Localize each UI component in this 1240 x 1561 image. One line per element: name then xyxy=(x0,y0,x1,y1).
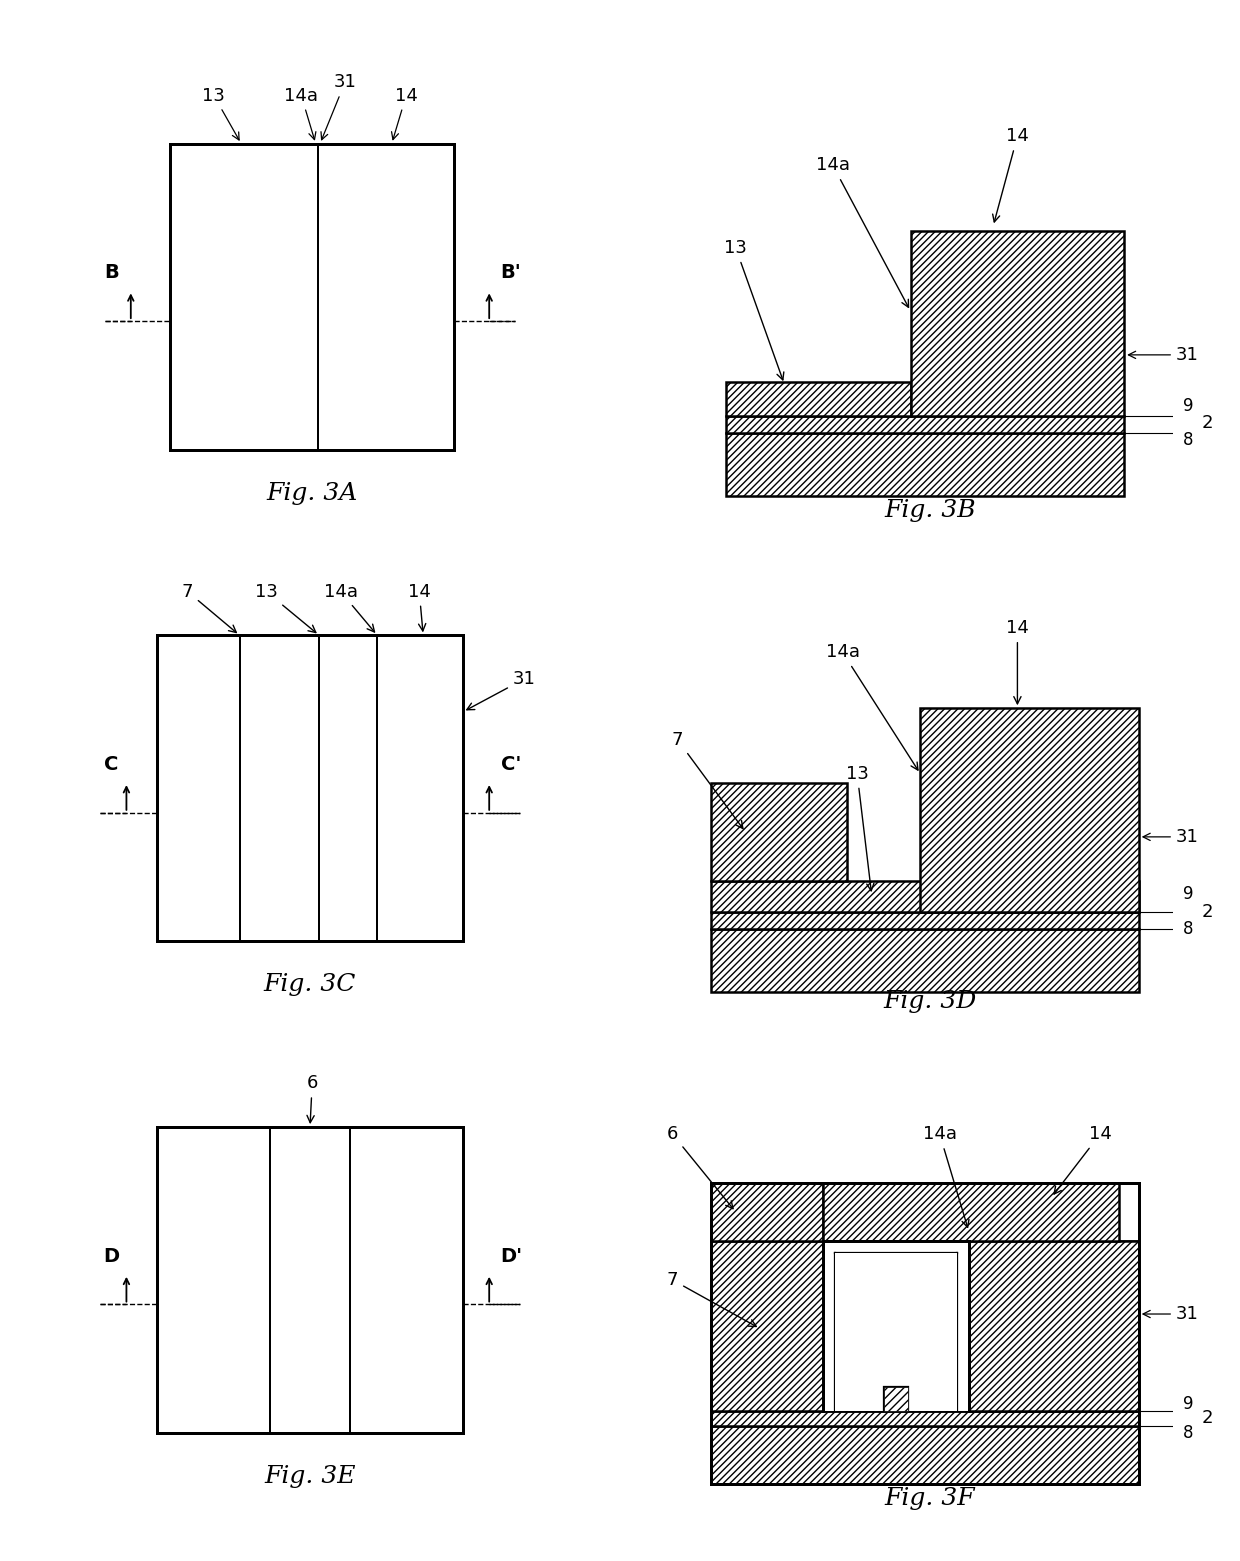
Text: Fig. 3A: Fig. 3A xyxy=(267,482,358,504)
Text: 9: 9 xyxy=(1183,885,1193,904)
Bar xyxy=(823,1241,968,1411)
Text: 13: 13 xyxy=(846,765,874,891)
Bar xyxy=(712,1183,823,1241)
Text: Fig. 3B: Fig. 3B xyxy=(884,500,976,521)
Text: 9: 9 xyxy=(1183,1396,1193,1413)
Text: C: C xyxy=(104,756,118,774)
Bar xyxy=(823,1183,1120,1241)
Bar xyxy=(727,381,910,415)
Text: Fig. 3D: Fig. 3D xyxy=(883,991,977,1013)
Bar xyxy=(712,1241,1138,1411)
Text: 8: 8 xyxy=(1183,919,1193,938)
Text: 13: 13 xyxy=(861,1257,897,1374)
Text: C': C' xyxy=(501,756,521,774)
Bar xyxy=(712,1425,1138,1485)
Text: Fig. 3F: Fig. 3F xyxy=(884,1488,976,1509)
Bar xyxy=(157,1127,463,1433)
Text: 2: 2 xyxy=(1202,414,1214,432)
Text: 31: 31 xyxy=(1143,1305,1199,1324)
Text: 14a: 14a xyxy=(284,86,319,139)
Text: 6: 6 xyxy=(667,1125,733,1208)
Text: Fig. 3E: Fig. 3E xyxy=(264,1466,356,1488)
Bar xyxy=(157,635,463,941)
Text: 6: 6 xyxy=(306,1074,317,1122)
Bar xyxy=(727,415,1125,432)
Bar xyxy=(712,1411,1138,1425)
Text: 14: 14 xyxy=(1054,1125,1111,1194)
Bar xyxy=(920,709,1138,912)
Text: 13: 13 xyxy=(724,239,784,379)
Text: 9: 9 xyxy=(1183,396,1193,415)
Bar xyxy=(910,231,1125,415)
Text: 8: 8 xyxy=(1183,1424,1193,1442)
Text: 14: 14 xyxy=(993,128,1029,222)
Text: 14a: 14a xyxy=(923,1125,968,1227)
Bar xyxy=(968,1241,1138,1411)
Text: D: D xyxy=(103,1247,119,1266)
Text: 7: 7 xyxy=(667,1271,756,1327)
Bar xyxy=(712,880,1138,912)
Text: B: B xyxy=(104,264,119,283)
Bar xyxy=(836,1253,957,1411)
Text: 8: 8 xyxy=(1183,431,1193,450)
Text: 31: 31 xyxy=(1143,827,1199,846)
Text: 14: 14 xyxy=(1006,620,1029,704)
Bar xyxy=(884,1386,908,1411)
Text: 7: 7 xyxy=(182,582,237,632)
Bar xyxy=(712,784,847,880)
Bar xyxy=(884,1386,908,1411)
Bar xyxy=(170,144,454,450)
Text: 14: 14 xyxy=(408,582,430,631)
Bar xyxy=(712,929,1138,993)
Text: 31: 31 xyxy=(466,670,536,710)
Text: 14a: 14a xyxy=(826,643,918,770)
Text: 13: 13 xyxy=(202,86,239,140)
Text: 14a: 14a xyxy=(324,582,374,632)
Text: Fig. 3C: Fig. 3C xyxy=(264,974,356,996)
Text: 7: 7 xyxy=(672,731,743,829)
Text: D': D' xyxy=(500,1247,522,1266)
Text: 13: 13 xyxy=(255,582,316,632)
Text: 2: 2 xyxy=(1202,904,1214,921)
Bar xyxy=(712,912,1138,929)
Text: 31: 31 xyxy=(1128,347,1199,364)
Text: B': B' xyxy=(501,264,522,283)
Text: 14: 14 xyxy=(392,86,418,139)
Bar xyxy=(727,432,1125,496)
Text: 2: 2 xyxy=(1202,1410,1214,1427)
Text: 31: 31 xyxy=(321,73,356,140)
Text: 14a: 14a xyxy=(816,156,909,308)
